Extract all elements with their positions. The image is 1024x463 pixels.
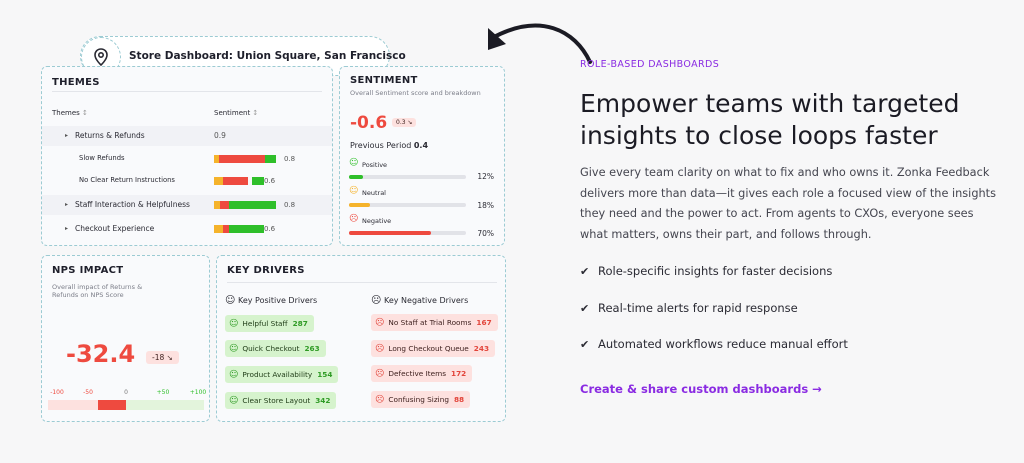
sentiment-delta-badge: 0.3 ↘ (392, 118, 417, 127)
nps-title: NPS IMPACT (52, 265, 124, 276)
body-copy: Give every team clarity on what to fix a… (580, 166, 996, 241)
sentiment-column-header[interactable]: Sentiment ↕ (214, 109, 259, 117)
frown-icon: ☹ (375, 317, 385, 328)
curved-arrow-icon (488, 23, 592, 64)
theme-row-slow-refunds[interactable]: Slow Refunds 0.8 (79, 154, 296, 163)
neutral-bar (349, 203, 466, 207)
store-title: Store Dashboard: Union Square, San Franc… (129, 50, 406, 62)
theme-row-checkout-experience[interactable]: ▸ Checkout Experience 0.6 (65, 224, 276, 233)
themes-card: THEMES Themes ↕ Sentiment ↕ ▸ Returns & … (41, 66, 333, 246)
headline: Empower teams with targeted insights to … (580, 89, 960, 150)
positive-bar (349, 175, 466, 179)
key-drivers-title: KEY DRIVERS (227, 265, 305, 276)
nps-subtitle-line1: Overall impact of Returns & (52, 283, 143, 291)
frown-icon: ☹ (375, 368, 385, 379)
nps-delta-badge: -18 ↘ (146, 351, 179, 364)
sentiment-score: -0.6 (350, 113, 388, 133)
positive-drivers-heading: ☺ Key Positive Drivers (225, 295, 318, 306)
frown-icon: ☹ (371, 295, 382, 306)
smile-icon: ☺ (229, 369, 239, 380)
nps-score: -32.4 (66, 340, 136, 368)
smile-icon: ☺ (229, 395, 239, 406)
negative-face-icon: ☹ (349, 214, 359, 224)
previous-period: Previous Period 0.4 (350, 141, 429, 150)
sentiment-bar (214, 225, 264, 233)
key-drivers-card: KEY DRIVERS ☺ Key Positive Drivers ☹ Key… (216, 255, 506, 422)
themes-title: THEMES (52, 77, 100, 88)
sentiment-bar (214, 201, 276, 209)
feature-bullet: ✔ Automated workflows reduce manual effor… (580, 337, 848, 351)
smile-icon: ☺ (229, 318, 239, 329)
negative-drivers-heading: ☹ Key Negative Drivers (371, 295, 469, 306)
positive-driver-chip[interactable]: ☺ Helpful Staff 287 (225, 315, 314, 332)
theme-row-returns-refunds[interactable]: ▸ Returns & Refunds 0.9 (42, 126, 332, 146)
nps-scale-bar (48, 400, 204, 410)
smile-icon: ☺ (225, 295, 236, 306)
sentiment-bar (214, 177, 264, 185)
theme-row-no-clear-return-instructions[interactable]: No Clear Return Instructions 0.6 (79, 176, 276, 185)
sentiment-subtitle: Overall Sentiment score and breakdown (350, 89, 481, 97)
positive-driver-chip[interactable]: ☺ Quick Checkout 263 (225, 340, 326, 357)
frown-icon: ☹ (375, 394, 385, 405)
themes-column-header[interactable]: Themes ↕ (52, 109, 88, 117)
create-dashboards-link[interactable]: Create & share custom dashboards → (580, 382, 822, 396)
smile-icon: ☺ (229, 343, 239, 354)
negative-driver-chip[interactable]: ☹ Confusing Sizing 88 (371, 391, 471, 408)
positive-driver-chip[interactable]: ☺ Clear Store Layout 342 (225, 392, 337, 409)
feature-bullet: ✔ Role-specific insights for faster decis… (580, 264, 833, 278)
caret-right-icon[interactable]: ▸ (65, 225, 69, 232)
sentiment-card: SENTIMENT Overall Sentiment score and br… (339, 66, 505, 246)
negative-driver-chip[interactable]: ☹ Long Checkout Queue 243 (371, 340, 496, 357)
feature-bullet: ✔ Real-time alerts for rapid response (580, 301, 798, 315)
sentiment-bar (214, 155, 276, 163)
theme-row-staff-interaction[interactable]: ▸ Staff Interaction & Helpfulness 0.8 (42, 195, 332, 215)
check-icon: ✔ (580, 338, 590, 351)
caret-right-icon[interactable]: ▸ (65, 132, 69, 139)
neutral-face-icon: ☺ (349, 186, 359, 196)
frown-icon: ☹ (375, 343, 385, 354)
sentiment-title: SENTIMENT (350, 75, 418, 86)
check-icon: ✔ (580, 265, 590, 278)
section-eyebrow: ROLE-BASED DASHBOARDS (580, 59, 720, 70)
nps-subtitle-line2: Refunds on NPS Score (52, 291, 124, 299)
check-icon: ✔ (580, 302, 590, 315)
negative-driver-chip[interactable]: ☹ Defective Items 172 (371, 365, 473, 382)
caret-right-icon[interactable]: ▸ (65, 201, 69, 208)
negative-driver-chip[interactable]: ☹ No Staff at Trial Rooms 167 (371, 314, 498, 331)
positive-driver-chip[interactable]: ☺ Product Availability 154 (225, 366, 339, 383)
positive-face-icon: ☺ (349, 158, 359, 168)
nps-value-marker (98, 400, 126, 410)
nps-impact-card: NPS IMPACT Overall impact of Returns & R… (41, 255, 210, 422)
negative-bar (349, 231, 466, 235)
